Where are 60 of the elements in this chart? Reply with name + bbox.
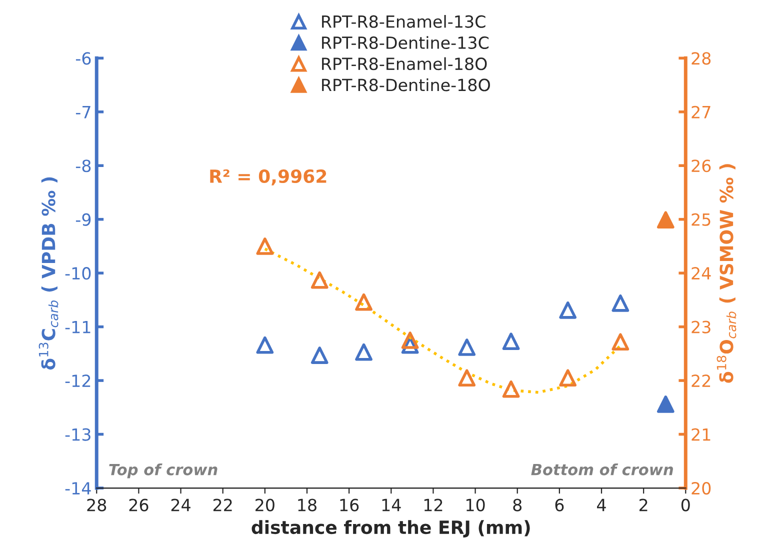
point (310, 271, 328, 289)
point (458, 338, 476, 356)
point (502, 332, 520, 350)
point (559, 369, 577, 387)
y-tick-label: -8 (76, 160, 91, 172)
y-tick-label: -14 (65, 482, 91, 494)
annotation: Bottom of crown (531, 464, 673, 476)
y-tick-label: -6 (76, 52, 91, 65)
legend-label: RPT-R8-Enamel-18O (322, 57, 487, 70)
x-tick-label: 18 (298, 498, 316, 512)
point (612, 294, 630, 312)
y2-tick-label: 22 (692, 374, 710, 387)
y-tick-label: -9 (76, 213, 91, 226)
x-tick-label: 0 (681, 498, 690, 512)
annotation: Top of crown (109, 464, 218, 478)
y2-tick-label: 26 (692, 160, 711, 172)
x-tick-label: 16 (340, 498, 359, 512)
y-tick-label: -10 (65, 267, 91, 280)
y2-tick-label: 24 (692, 267, 711, 280)
point (256, 336, 274, 354)
x-tick-label: 4 (597, 498, 606, 512)
legend-label: RPT-R8-Dentine-13C (322, 36, 489, 50)
x-tick-label: 12 (424, 498, 442, 512)
x-tick-label: 10 (466, 498, 485, 512)
y-axis-title: δ$^{13}$C$_{carb}$ ( VPDB ‰ ) (38, 177, 58, 370)
y-tick-label: -13 (65, 428, 90, 441)
x-axis-title: distance from the ERJ (mm) (252, 520, 530, 538)
point (656, 396, 674, 413)
x-tick-label: 14 (382, 498, 401, 512)
y2-tick-label: 25 (692, 213, 710, 226)
legend-label: RPT-R8-Enamel-13C (322, 15, 486, 28)
y2-tick-label: 21 (692, 428, 710, 441)
point (502, 380, 520, 398)
x-tick-label: 28 (87, 498, 106, 512)
point (256, 238, 274, 255)
point (458, 369, 476, 387)
y2-tick-label: 28 (692, 52, 711, 65)
x-tick-label: 22 (213, 498, 232, 512)
x-tick-label: 6 (555, 498, 564, 512)
annotation: R² = 0,9962 (210, 169, 326, 186)
x-tick-label: 20 (256, 498, 274, 512)
point (656, 211, 674, 229)
y-tick-label: -7 (76, 106, 90, 118)
point (401, 332, 419, 349)
point (612, 333, 630, 351)
y2-tick-label: 27 (692, 106, 710, 118)
x-tick-label: 2 (639, 498, 648, 512)
x-tick-label: 24 (171, 498, 190, 512)
point (355, 293, 372, 311)
point (355, 343, 372, 361)
y2-tick-label: 20 (692, 482, 711, 495)
y2-axis-title: δ$^{18}$O$_{carb}$ ( VSMOW ‰ ) (716, 164, 736, 383)
point (310, 346, 328, 364)
legend-label: RPT-R8-Dentine-18O (322, 78, 490, 92)
y-tick-label: -11 (65, 320, 90, 334)
y-tick-label: -12 (65, 374, 90, 387)
x-tick-label: 8 (513, 498, 522, 512)
point (559, 301, 577, 319)
x-tick-label: 26 (129, 498, 148, 512)
y2-tick-label: 23 (692, 320, 710, 334)
